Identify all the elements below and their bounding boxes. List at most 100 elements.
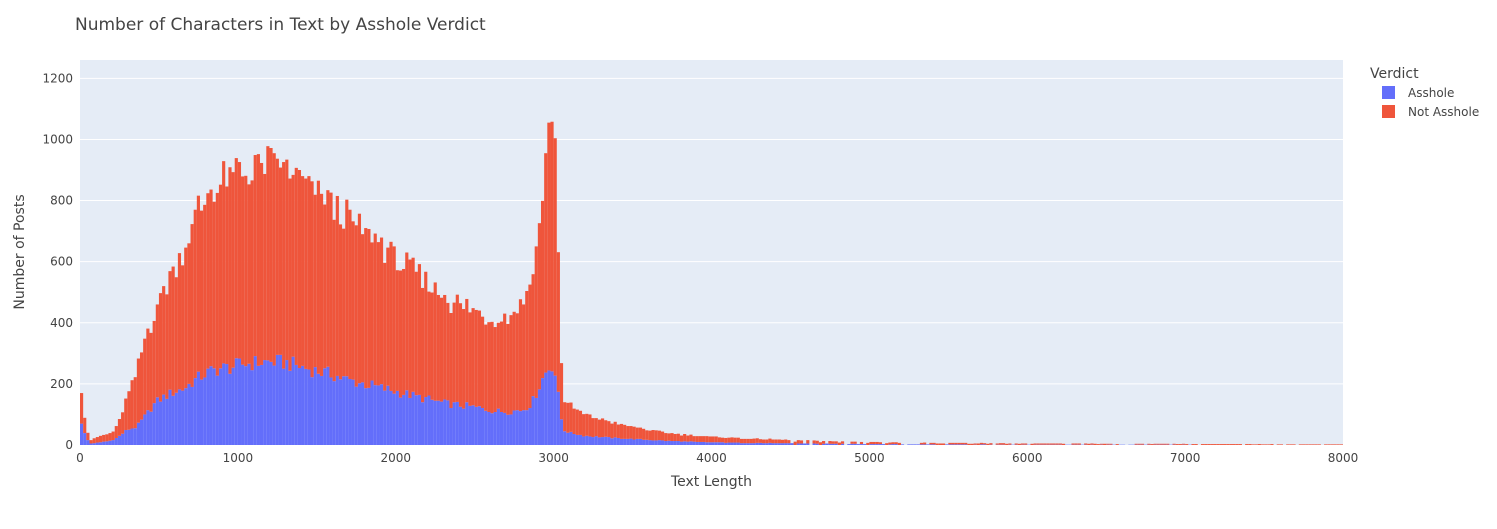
- histogram-bar: [1106, 444, 1109, 445]
- histogram-bar: [854, 444, 857, 445]
- histogram-bar: [105, 441, 108, 445]
- y-tick-label: 0: [65, 438, 73, 452]
- histogram-bar: [579, 411, 582, 435]
- histogram-bar: [399, 271, 402, 398]
- histogram-bar: [610, 438, 613, 445]
- histogram-bar: [516, 313, 519, 410]
- histogram-bar: [1324, 444, 1327, 445]
- histogram-bar: [910, 444, 913, 445]
- histogram-bar: [348, 210, 351, 379]
- histogram-bar: [440, 402, 443, 445]
- histogram-bar: [437, 401, 440, 445]
- histogram-bar: [1210, 444, 1213, 445]
- histogram-bar: [1150, 444, 1153, 445]
- histogram-bar: [257, 366, 260, 445]
- histogram-bar: [541, 378, 544, 445]
- histogram-bar: [333, 381, 336, 445]
- histogram-bar: [156, 397, 159, 445]
- histogram-bar: [592, 418, 595, 437]
- histogram-bar: [137, 423, 140, 445]
- histogram-bar: [667, 441, 670, 445]
- histogram-bar: [841, 444, 844, 445]
- histogram-bar: [102, 442, 105, 445]
- histogram-bar: [260, 365, 263, 445]
- histogram-bar: [345, 376, 348, 445]
- histogram-bar: [168, 271, 171, 390]
- histogram-bar: [1315, 444, 1318, 445]
- histogram-bar: [620, 439, 623, 445]
- histogram-bar: [588, 414, 591, 436]
- histogram-bar: [93, 443, 96, 445]
- histogram-bar: [269, 148, 272, 362]
- histogram-bar: [869, 444, 872, 445]
- histogram-bar: [355, 225, 358, 386]
- histogram-bar: [459, 303, 462, 407]
- histogram-bar: [869, 442, 872, 444]
- histogram-bar: [83, 418, 86, 433]
- x-tick-label: 7000: [1170, 451, 1201, 465]
- histogram-bar: [219, 368, 222, 445]
- histogram-bar: [178, 253, 181, 389]
- histogram-bar: [582, 436, 585, 445]
- y-tick-label: 800: [50, 194, 73, 208]
- histogram-bar: [342, 376, 345, 445]
- histogram-bar: [569, 403, 572, 432]
- histogram-bar: [838, 443, 841, 445]
- histogram-bar: [595, 436, 598, 445]
- histogram-bar: [636, 439, 639, 445]
- histogram-bar: [525, 410, 528, 445]
- x-tick-label: 8000: [1328, 451, 1359, 465]
- y-tick-label: 1200: [42, 71, 73, 85]
- histogram-bar: [159, 293, 162, 401]
- histogram-bar: [108, 441, 111, 445]
- histogram-bar: [563, 431, 566, 445]
- legend-item-asshole[interactable]: Asshole: [1382, 86, 1454, 100]
- histogram-bar: [162, 286, 165, 394]
- histogram-bar: [298, 368, 301, 445]
- histogram-bar: [626, 439, 629, 445]
- histogram-bar: [370, 242, 373, 380]
- histogram-bar: [339, 224, 342, 379]
- histogram-bar: [465, 402, 468, 445]
- histogram-bar: [1049, 443, 1052, 444]
- histogram-bar: [269, 362, 272, 445]
- histogram-bar: [80, 393, 83, 424]
- histogram-bar: [636, 428, 639, 439]
- histogram-bar: [961, 443, 964, 445]
- histogram-bar: [288, 371, 291, 445]
- histogram-bar: [178, 389, 181, 445]
- legend-title: Verdict: [1370, 66, 1419, 82]
- histogram-bar: [989, 443, 992, 445]
- histogram-bar: [402, 269, 405, 395]
- histogram-bar: [443, 399, 446, 445]
- histogram-bar: [566, 433, 569, 445]
- histogram-bar: [734, 443, 737, 445]
- histogram-bar: [200, 211, 203, 380]
- histogram-bar: [276, 355, 279, 445]
- histogram-bar: [730, 437, 733, 442]
- chart-title: Number of Characters in Text by Asshole …: [75, 15, 486, 35]
- histogram-bar: [860, 444, 863, 445]
- legend-item-not-asshole[interactable]: Not Asshole: [1382, 105, 1479, 119]
- histogram-bar: [484, 411, 487, 445]
- histogram-bar: [573, 409, 576, 434]
- histogram-bar: [304, 369, 307, 445]
- histogram-bar: [143, 339, 146, 415]
- histogram-bar: [468, 312, 471, 406]
- histogram-bar: [468, 406, 471, 445]
- histogram-bar: [958, 444, 961, 445]
- histogram-bar: [99, 436, 102, 442]
- histogram-bar: [933, 444, 936, 445]
- histogram-bar: [1232, 444, 1235, 445]
- histogram-bar: [1046, 443, 1049, 444]
- histogram-bar: [756, 438, 759, 443]
- histogram-bar: [513, 410, 516, 445]
- y-tick-label: 600: [50, 255, 73, 269]
- histogram-bar: [449, 313, 452, 408]
- histogram-bar: [380, 384, 383, 445]
- histogram-bar: [131, 380, 134, 428]
- histogram-bar: [232, 368, 235, 445]
- histogram-bar: [743, 443, 746, 445]
- histogram-bar: [999, 443, 1002, 445]
